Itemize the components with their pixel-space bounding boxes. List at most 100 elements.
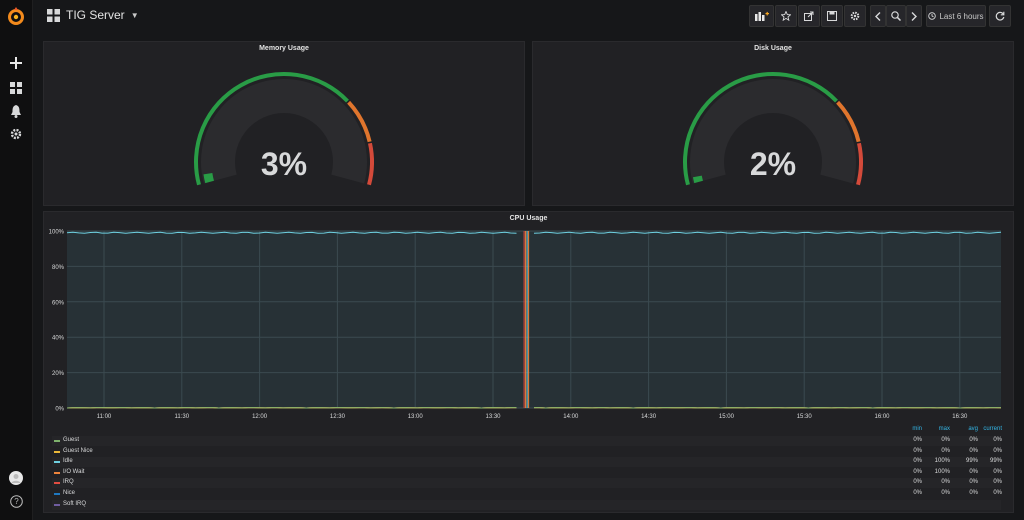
plot-area <box>67 231 1001 408</box>
gauge-track <box>690 79 856 184</box>
y-tick-label: 40% <box>52 336 65 342</box>
panel-title: CPU Usage <box>509 215 548 222</box>
sidebar: ? <box>0 0 33 520</box>
legend-row[interactable]: Soft IRQ <box>52 499 1001 510</box>
dashboard-grid-icon <box>47 8 60 22</box>
y-tick-label: 80% <box>52 265 65 271</box>
legend-min-value: 0% <box>913 437 922 443</box>
refresh-button[interactable] <box>989 5 1011 27</box>
gauge-value-fill <box>692 175 703 184</box>
disk-gauge <box>683 72 863 186</box>
dashboard-picker[interactable]: TIG Server ▼ <box>47 6 139 24</box>
legend-row[interactable]: I/O Wait 0% 100% 0% 0% <box>52 468 1002 478</box>
gauge-track <box>201 79 367 184</box>
save-icon <box>827 11 837 21</box>
legend-swatch[interactable] <box>54 503 60 506</box>
legend-current-value: 0% <box>993 479 1002 486</box>
legend-swatch[interactable] <box>54 450 60 453</box>
legend-swatch[interactable] <box>54 493 60 495</box>
x-tick-label: 15:00 <box>719 414 735 420</box>
legend-row[interactable]: Guest 0% 0% 0% 0% <box>52 436 1002 446</box>
gauge-threshold-ok <box>194 72 349 186</box>
panel-title: Memory Usage <box>259 45 309 52</box>
legend-avg-value: 0% <box>969 479 978 486</box>
legend-series-name[interactable]: Soft IRQ <box>63 500 87 507</box>
x-tick-label: 12:00 <box>252 414 268 420</box>
y-tick-label: 100% <box>49 230 65 236</box>
memory-usage-panel: Memory Usage 3% <box>43 41 525 206</box>
legend-min-value: 0% <box>913 479 922 486</box>
time-shift-back-button[interactable] <box>870 5 886 27</box>
configuration-gear-icon[interactable] <box>0 126 32 142</box>
create-plus-icon[interactable] <box>0 54 32 72</box>
y-tick-label: 0% <box>55 407 64 413</box>
settings-button[interactable] <box>844 5 866 27</box>
legend-swatch[interactable] <box>54 440 60 442</box>
zoom-out-button[interactable] <box>886 5 906 27</box>
x-tick-label: 14:30 <box>641 414 657 420</box>
legend-swatch[interactable] <box>54 471 60 474</box>
legend-avg-value: 0% <box>969 468 978 475</box>
star-button[interactable] <box>775 5 797 27</box>
gauge-value-fill <box>203 172 214 184</box>
legend-current-value: 0% <box>993 468 1002 475</box>
y-tick-label: 20% <box>52 371 65 377</box>
legend-max-value: 100% <box>934 458 950 465</box>
zoom-out-icon <box>891 11 901 21</box>
x-tick-label: 12:30 <box>330 414 346 420</box>
x-tick-label: 11:30 <box>175 414 190 420</box>
legend-series-name[interactable]: Guest <box>63 437 80 443</box>
save-button[interactable] <box>821 5 843 27</box>
series-line-idle <box>533 231 1002 234</box>
legend-swatch[interactable] <box>54 461 60 464</box>
legend-header-max[interactable]: max <box>938 426 950 432</box>
legend-max-value: 100% <box>934 468 950 475</box>
legend-series-name[interactable]: I/O Wait <box>63 468 85 475</box>
dashboard-title: TIG Server <box>66 8 125 22</box>
x-tick-label: 13:00 <box>408 414 424 420</box>
x-tick-label: 16:30 <box>952 414 968 420</box>
svg-text:?: ? <box>14 497 19 506</box>
x-tick-label: 11:00 <box>97 414 112 420</box>
y-tick-label: 60% <box>52 300 65 306</box>
legend-swatch[interactable] <box>54 482 60 485</box>
legend-row[interactable]: Guest Nice 0% 0% 0% 0% <box>52 447 1002 457</box>
gauge-value: 3% <box>260 146 308 182</box>
share-button[interactable] <box>798 5 820 27</box>
grafana-logo-icon[interactable] <box>0 5 32 27</box>
legend-avg-value: 0% <box>969 437 978 443</box>
legend-header-current[interactable]: current <box>983 426 1002 432</box>
legend-header-avg[interactable]: avg <box>968 426 978 432</box>
legend-max-value: 0% <box>941 437 950 443</box>
legend-series-name[interactable]: Idle <box>63 458 73 465</box>
legend-series-name[interactable]: Nice <box>63 490 76 496</box>
time-range-label: Last 6 hours <box>939 11 984 21</box>
legend-max-value: 0% <box>941 490 950 496</box>
add-panel-icon <box>754 11 769 21</box>
user-avatar-icon[interactable] <box>0 470 32 486</box>
legend-series-name[interactable]: IRQ <box>63 479 74 486</box>
legend-header-min[interactable]: min <box>912 426 922 432</box>
legend-avg-value: 99% <box>965 458 978 465</box>
cpu-usage-chart[interactable]: 0% 20% 40% 60% 80% 100% 11:00 11:30 12:00 12:30 13… <box>44 224 1013 429</box>
time-range-picker[interactable]: Last 6 hours <box>926 5 986 27</box>
legend-row[interactable]: IRQ 0% 0% 0% 0% <box>52 478 1002 489</box>
legend-current-value: 99% <box>989 458 1002 465</box>
legend-header: min max avg current <box>52 425 1002 435</box>
add-panel-button[interactable] <box>749 5 774 27</box>
clock-icon <box>928 12 937 20</box>
memory-gauge <box>194 72 374 186</box>
x-tick-label: 13:30 <box>485 414 501 420</box>
legend-row[interactable]: Idle 0% 100% 99% 99% <box>52 457 1002 468</box>
disk-usage-panel: Disk Usage 2% <box>532 41 1014 206</box>
legend-series-name[interactable]: Guest Nice <box>63 447 93 454</box>
legend-row[interactable]: Nice 0% 0% 0% 0% <box>52 489 1002 499</box>
gauge-threshold-warn <box>347 100 372 143</box>
legend-min-value: 0% <box>913 468 922 475</box>
legend-current-value: 0% <box>993 447 1002 454</box>
legend-max-value: 0% <box>941 447 950 454</box>
alerting-bell-icon[interactable] <box>0 103 32 119</box>
dashboards-icon[interactable] <box>0 80 32 96</box>
time-shift-forward-button[interactable] <box>906 5 922 27</box>
help-icon[interactable]: ? <box>0 493 32 509</box>
